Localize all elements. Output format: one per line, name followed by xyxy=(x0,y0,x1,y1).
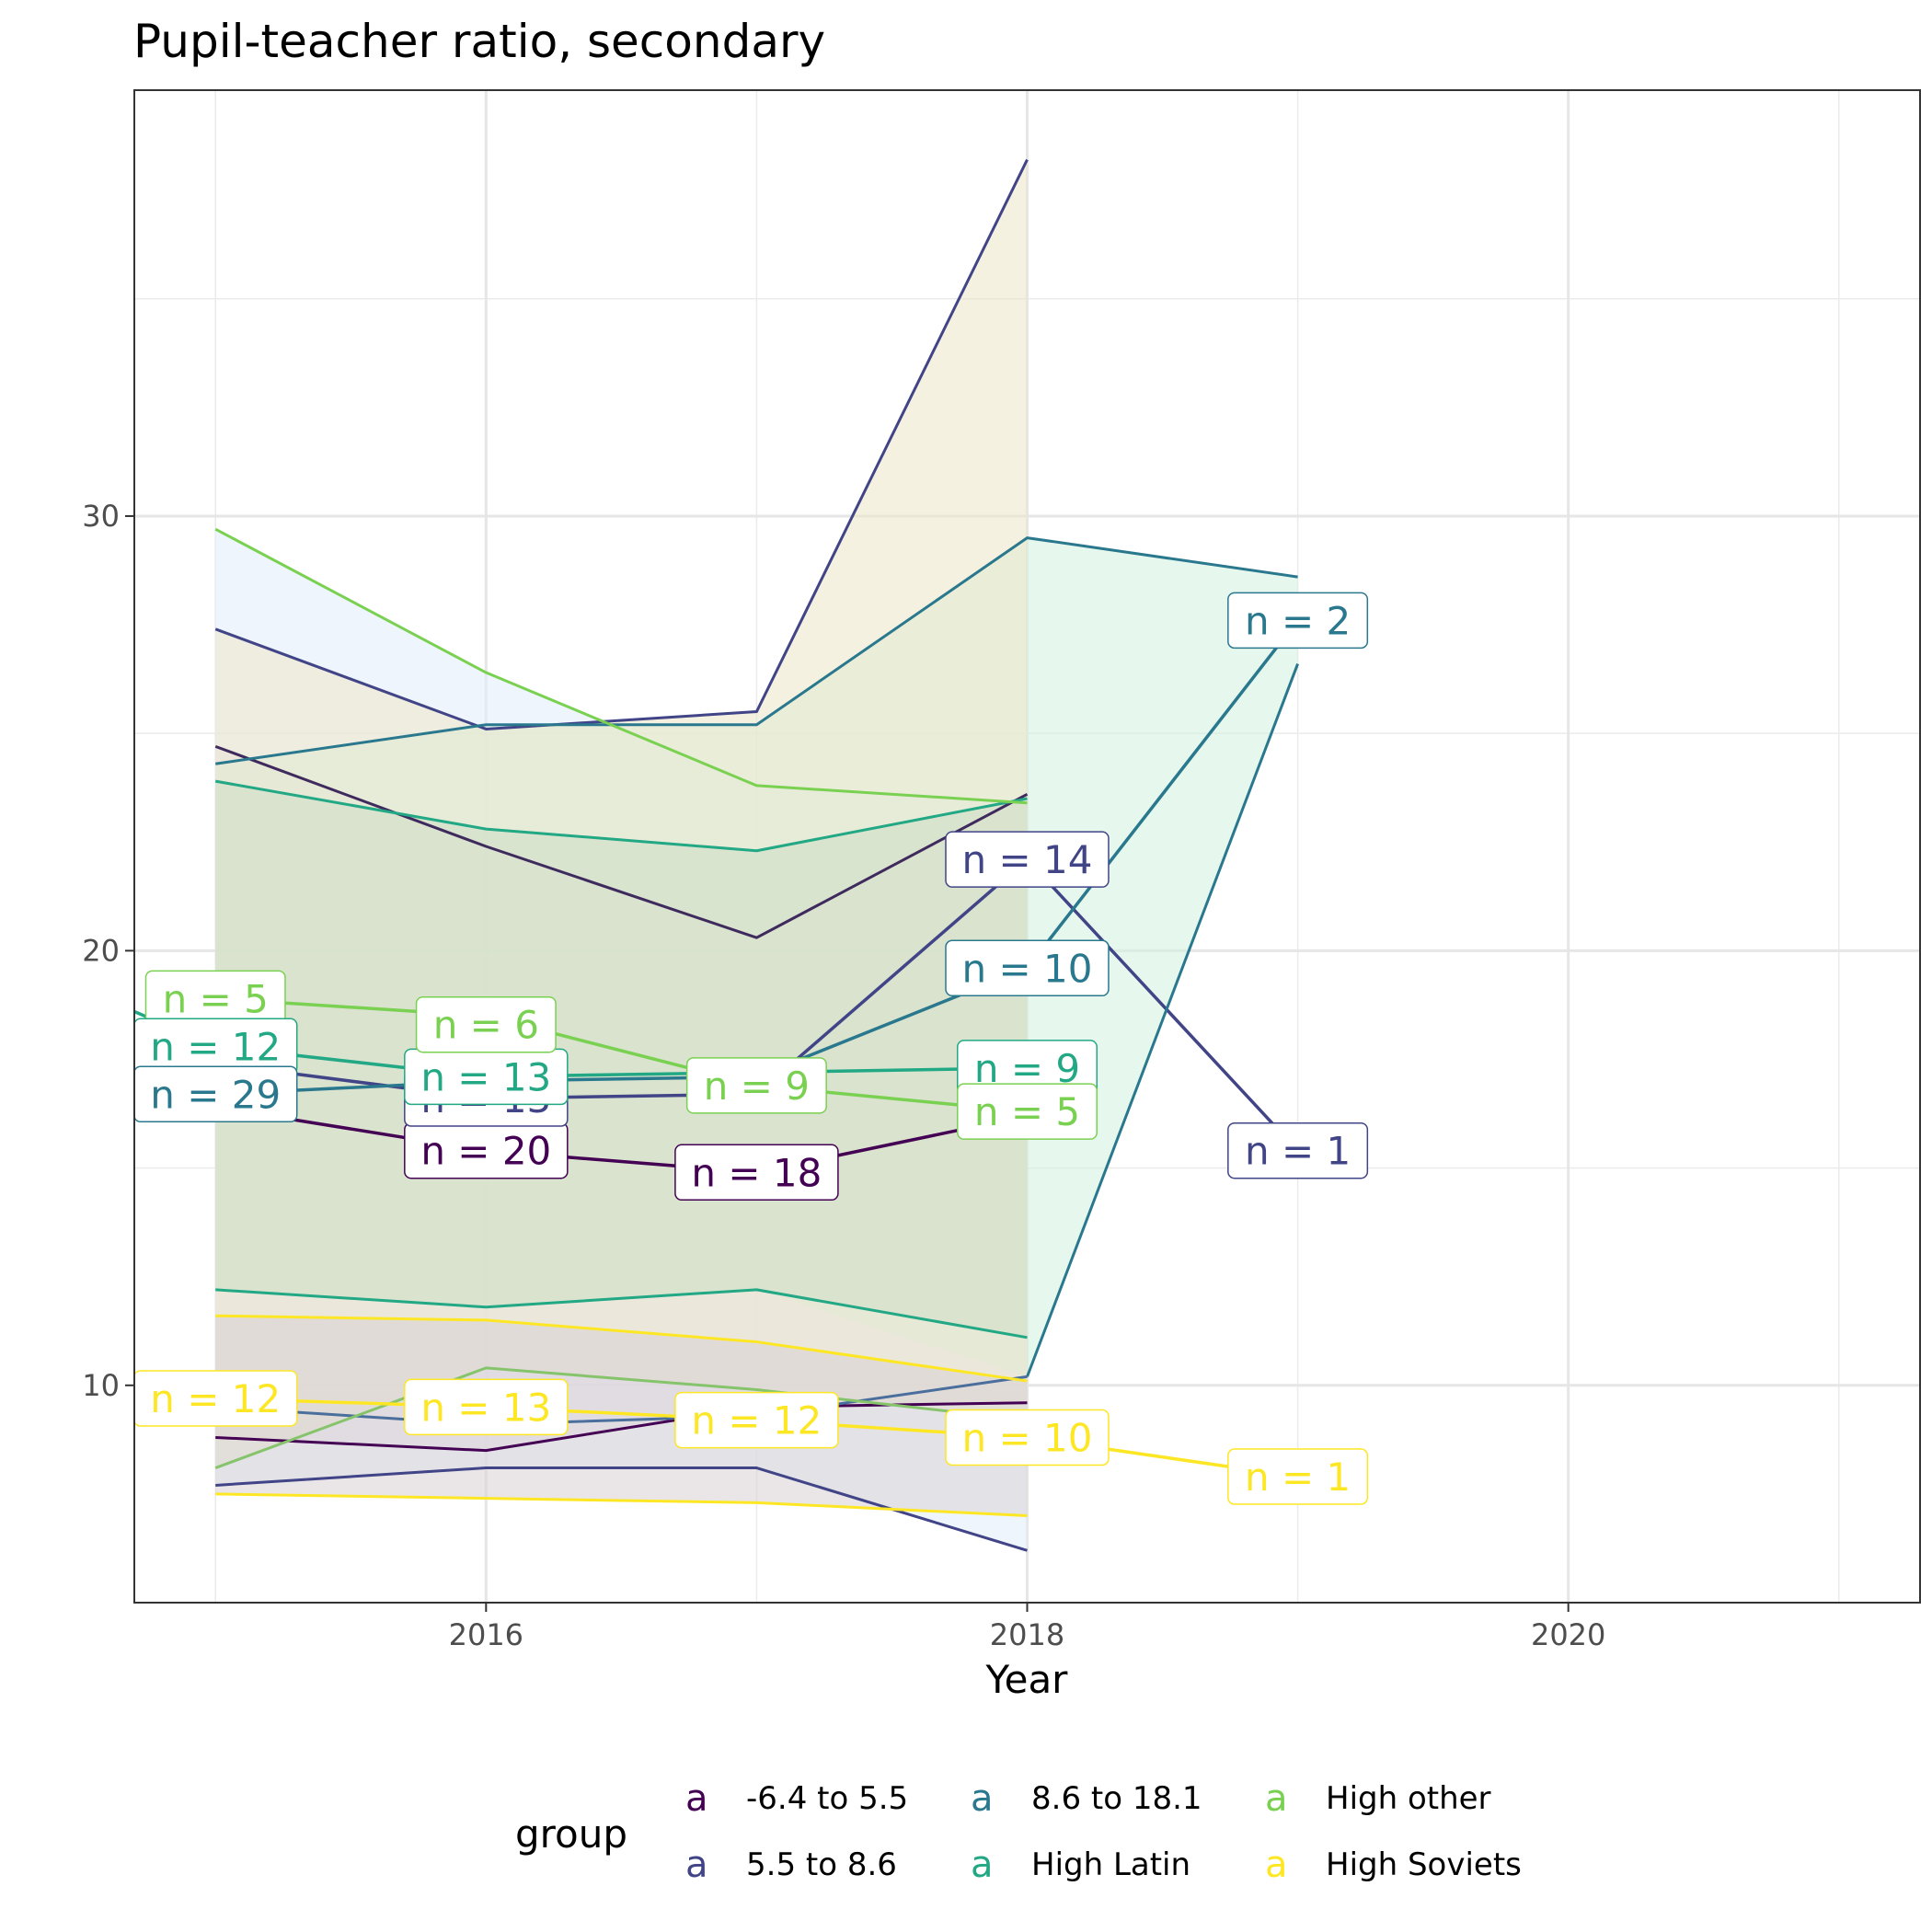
count-label: n = 1 xyxy=(1227,1121,1369,1179)
count-label-text: n = 5 xyxy=(974,1089,1080,1134)
count-label: n = 10 xyxy=(945,1409,1110,1466)
count-label: n = 13 xyxy=(404,1048,569,1106)
legend-key: a xyxy=(1265,1844,1288,1886)
legend-title: group xyxy=(515,1811,627,1857)
count-label-text: n = 29 xyxy=(150,1072,281,1117)
count-label-box xyxy=(1227,592,1369,650)
ribbon-High Soviets xyxy=(215,1316,1028,1516)
legend-key: a xyxy=(1265,1777,1288,1820)
count-label-box xyxy=(1227,1448,1369,1505)
x-tick-label: 2020 xyxy=(1531,1617,1605,1652)
count-labels: n = 5n = 12n = 29n = 12n = 20n = 13n = 1… xyxy=(132,592,1369,1505)
count-label-text: n = 1 xyxy=(1245,1455,1351,1500)
series-line-High Latin-bound xyxy=(214,779,1028,853)
series-line-High Soviets-bound xyxy=(215,1492,1028,1518)
legend-item: a -6.4 to 5.5 xyxy=(685,1777,908,1820)
count-label-text: n = 9 xyxy=(704,1064,810,1109)
count-label-box xyxy=(685,1057,827,1114)
legend-key: a xyxy=(971,1844,994,1886)
count-label-text: n = 6 xyxy=(433,1003,539,1048)
count-label-box xyxy=(1227,1121,1369,1179)
count-label-box xyxy=(945,939,1110,997)
series-line-8.6 to 18.1-bound xyxy=(1026,663,1299,1377)
count-label-text: n = 5 xyxy=(163,976,269,1021)
series-line-8.6 to 18.1-bound xyxy=(215,536,1298,765)
legend-item: a 8.6 to 18.1 xyxy=(971,1777,1202,1820)
count-label-box xyxy=(404,1378,569,1436)
x-axis-title: Year xyxy=(985,1657,1069,1702)
series-line-High other-median xyxy=(215,996,1028,1113)
legend-label: High Latin xyxy=(1031,1846,1190,1883)
count-label-text: n = 13 xyxy=(420,1385,551,1430)
legend-item: a High Latin xyxy=(971,1844,1190,1886)
legend-label: High Soviets xyxy=(1326,1846,1522,1883)
count-label-text: n = 12 xyxy=(691,1398,822,1443)
y-tick-label: 30 xyxy=(82,499,120,534)
count-label-text: n = 20 xyxy=(420,1129,551,1174)
series-line-8.6 to 18.1-bound xyxy=(215,1374,1028,1426)
legend-label: High other xyxy=(1326,1780,1491,1817)
series-line-High Soviets-bound xyxy=(215,1314,1028,1383)
count-label-box xyxy=(415,995,557,1053)
count-label-text: n = 10 xyxy=(962,946,1093,991)
count-label: n = 9 xyxy=(685,1057,827,1114)
series-line-High Latin-bound xyxy=(215,1288,1028,1340)
x-tick-label: 2016 xyxy=(449,1617,523,1652)
count-label-text: n = 13 xyxy=(420,1054,551,1099)
y-tick-label: 10 xyxy=(82,1368,120,1403)
count-label: n = 10 xyxy=(945,939,1110,997)
count-label-text: n = 18 xyxy=(691,1150,822,1195)
count-label: n = 12 xyxy=(132,1018,298,1075)
count-label: n = 20 xyxy=(404,1121,569,1179)
count-label-text: n = 12 xyxy=(150,1376,281,1421)
count-label-text: n = 2 xyxy=(1245,598,1351,643)
legend-item: a High other xyxy=(1265,1777,1491,1820)
count-label-box xyxy=(945,831,1110,888)
count-label-box xyxy=(674,1144,839,1202)
series-line-High other-bound xyxy=(214,1366,1028,1469)
legend-label: -6.4 to 5.5 xyxy=(746,1780,908,1817)
x-tick-label: 2018 xyxy=(990,1617,1064,1652)
count-label: n = 6 xyxy=(415,995,557,1053)
count-label: n = 5 xyxy=(144,970,286,1028)
count-label: n = 12 xyxy=(132,1370,298,1427)
legend-item: a 5.5 to 8.6 xyxy=(685,1844,897,1886)
count-label-text: n = 10 xyxy=(962,1415,1093,1460)
count-label: n = 5 xyxy=(957,1083,1098,1140)
legend: a -6.4 to 5.5 a 5.5 to 8.6 a 8.6 to 18.1 a High… xyxy=(685,1777,1522,1886)
legend-key: a xyxy=(685,1844,708,1886)
legend-label: 8.6 to 18.1 xyxy=(1031,1780,1202,1817)
chart-title: Pupil-teacher ratio, secondary xyxy=(133,15,825,68)
legend-key: a xyxy=(685,1777,708,1820)
series-line--6.4 to 5.5-median xyxy=(214,1105,1028,1175)
series-line-High other-bound xyxy=(214,527,1028,805)
count-label-box xyxy=(957,1083,1098,1140)
series-line--6.4 to 5.5-bound xyxy=(214,744,1029,939)
count-label: n = 12 xyxy=(674,1391,839,1449)
axes: 10 20 30 2016 2018 2020 xyxy=(82,499,1605,1652)
count-label: n = 13 xyxy=(404,1378,569,1436)
count-label: n = 29 xyxy=(132,1065,298,1123)
legend-key: a xyxy=(971,1777,994,1820)
y-tick-label: 20 xyxy=(82,933,120,968)
count-label: n = 14 xyxy=(945,831,1110,888)
count-label-box xyxy=(945,1409,1110,1466)
count-label-text: n = 14 xyxy=(962,837,1093,882)
count-label-text: n = 1 xyxy=(1245,1129,1351,1174)
count-label: n = 18 xyxy=(674,1144,839,1202)
count-label: n = 1 xyxy=(1227,1448,1369,1505)
count-label-text: n = 12 xyxy=(150,1024,281,1069)
count-label-box xyxy=(674,1391,839,1449)
legend-item: a High Soviets xyxy=(1265,1844,1522,1886)
series-line-5.5 to 8.6-bound xyxy=(214,158,1029,730)
legend-label: 5.5 to 8.6 xyxy=(746,1846,897,1883)
count-label: n = 2 xyxy=(1227,592,1369,650)
